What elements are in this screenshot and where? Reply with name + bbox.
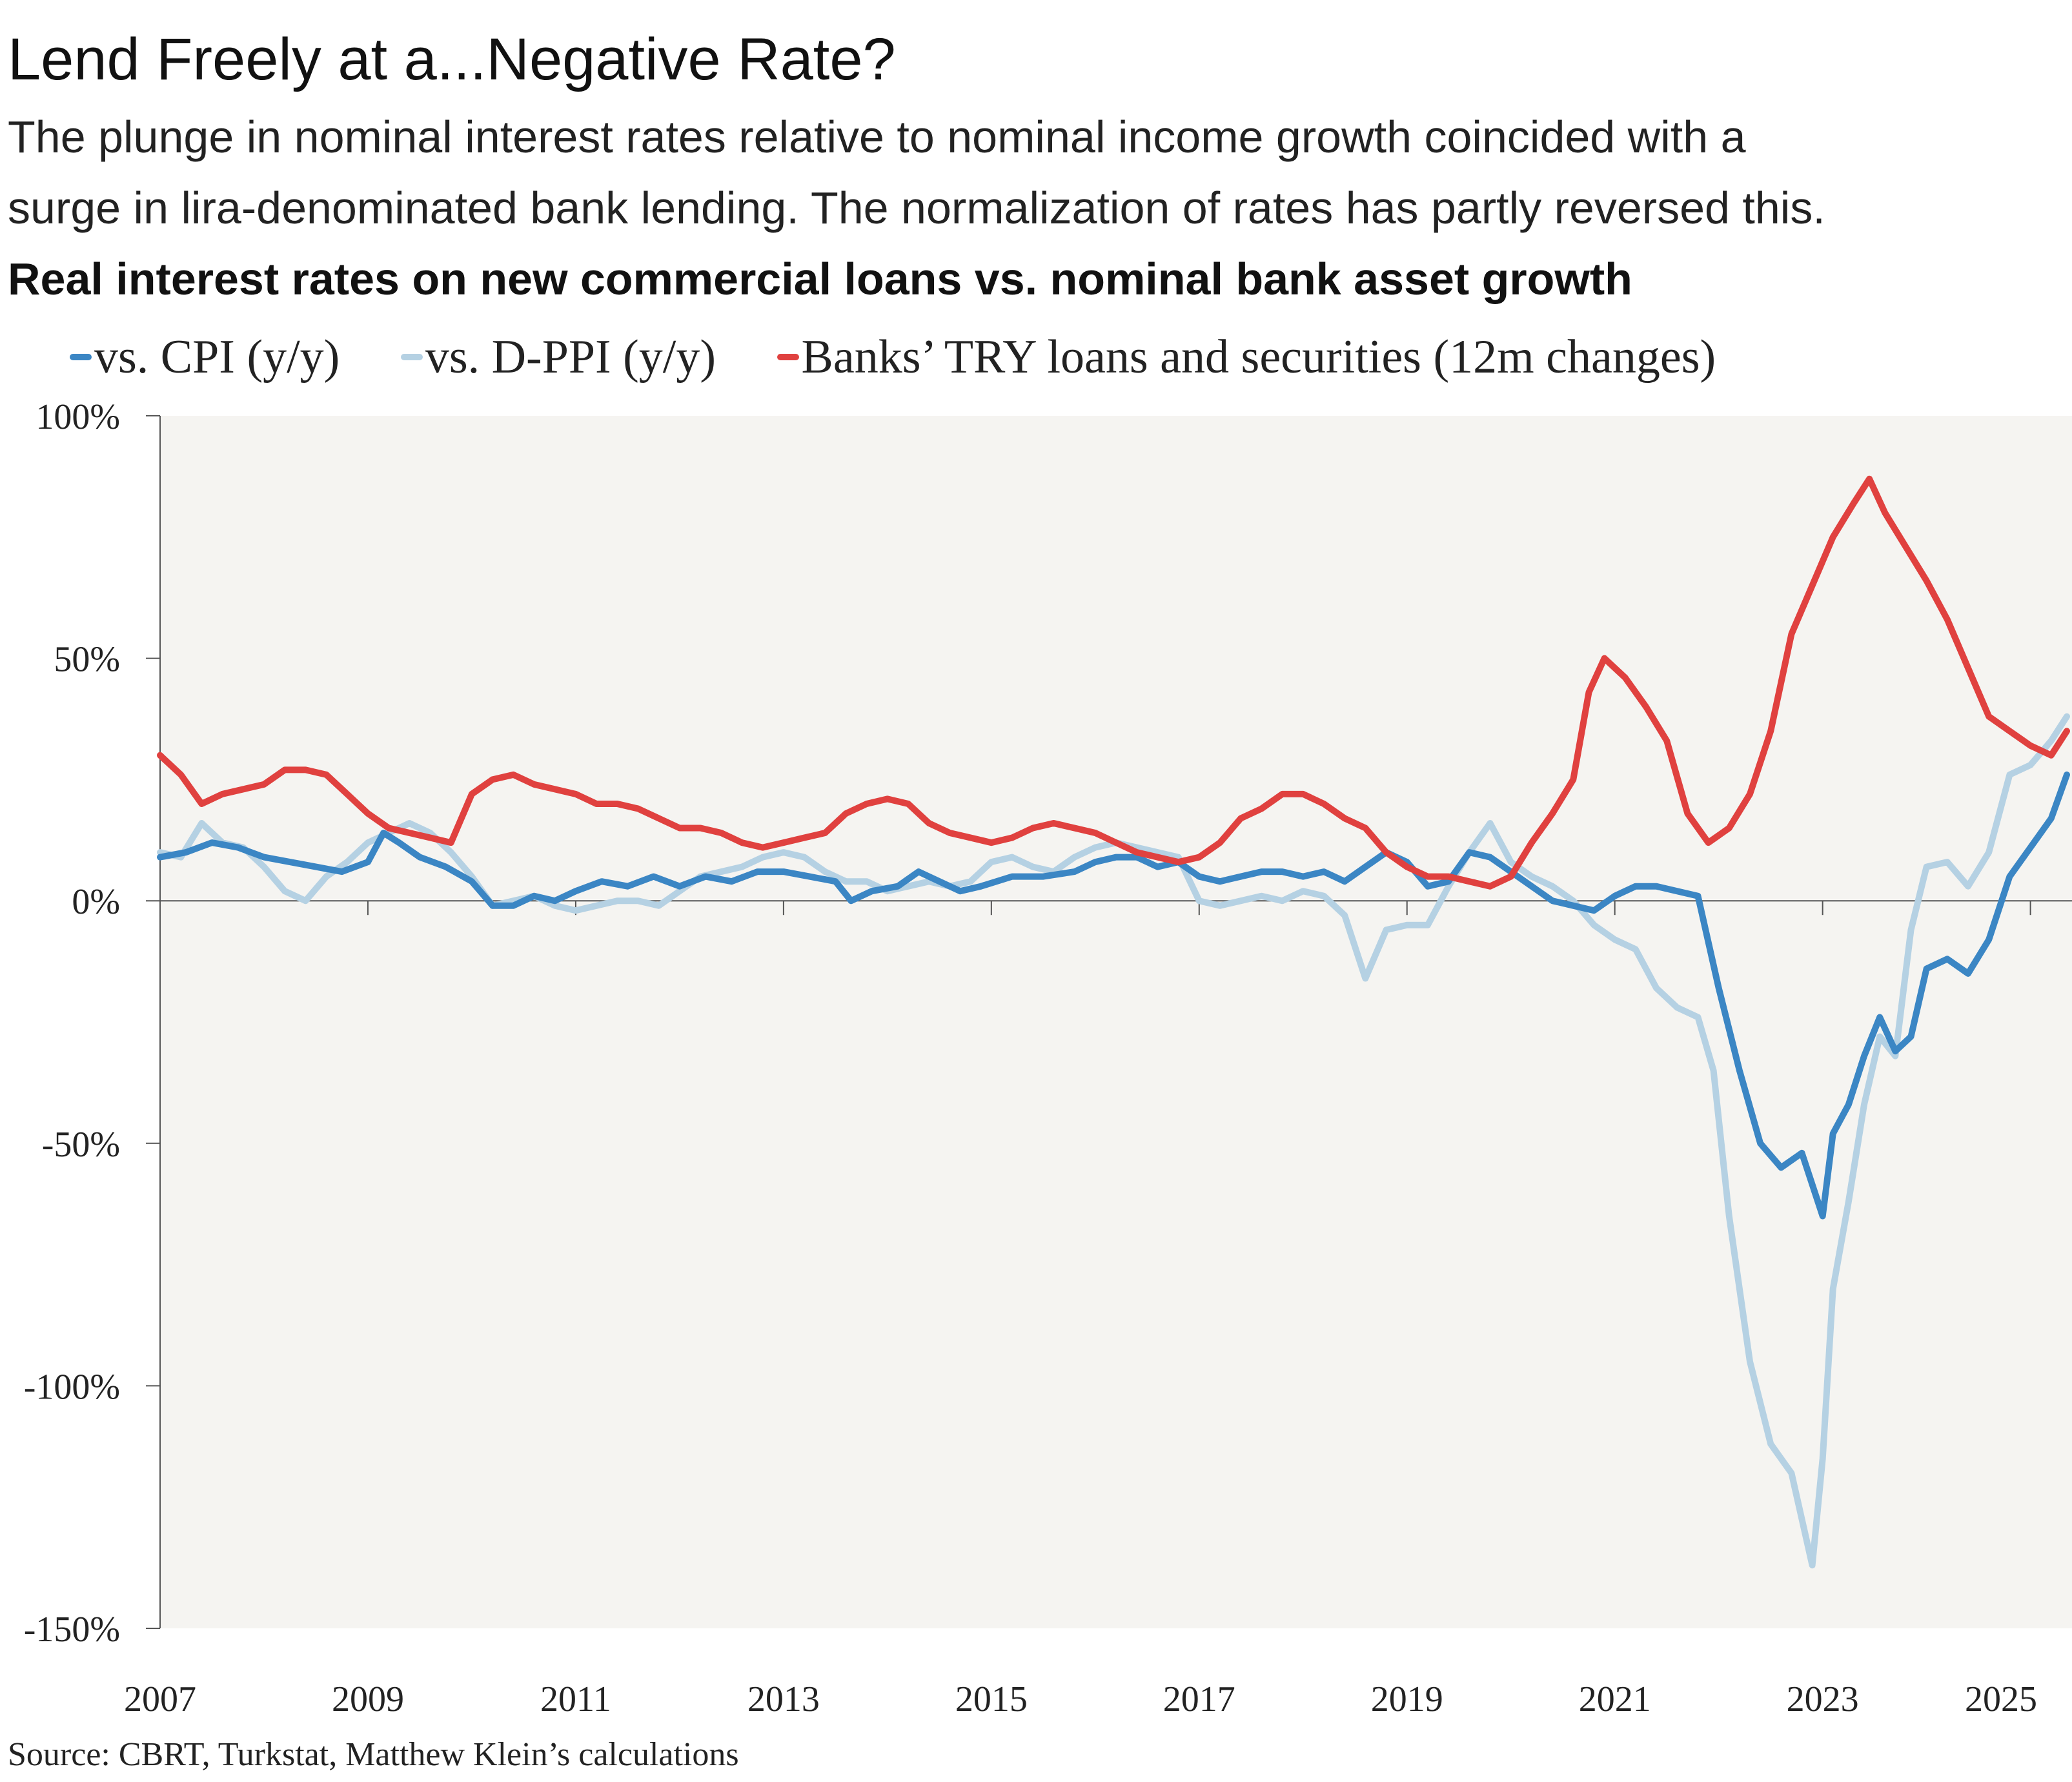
series-line-cpi: [157, 771, 2070, 1220]
plot-area: [160, 416, 2072, 1628]
subtitle-line-1: The plunge in nominal interest rates rel…: [8, 112, 1746, 162]
legend-item-banks: Banks’ TRY loans and securities (12m cha…: [777, 330, 1716, 385]
legend-swatch-cpi: [70, 354, 92, 360]
x-tick-label: 2009: [332, 1679, 404, 1719]
x-tick-label: 2021: [1579, 1679, 1651, 1719]
y-tick-label: -50%: [42, 1125, 120, 1165]
legend-swatch-banks: [777, 354, 799, 360]
x-tick-label: 2015: [955, 1679, 1028, 1719]
chart-title-main: Lend Freely at a...Negative Rate?: [8, 26, 896, 92]
x-tick-label: 2019: [1371, 1679, 1443, 1719]
y-tick-label: 100%: [36, 397, 120, 437]
legend-label-cpi: vs. CPI (y/y): [94, 330, 340, 384]
x-tick-label: 2011: [540, 1679, 611, 1719]
legend: vs. CPI (y/y) vs. D-PPI (y/y) Banks’ TRY…: [70, 318, 1765, 385]
series-line-banks: [157, 475, 2070, 890]
subtitle-line-2: surge in lira-denominated bank lending. …: [8, 183, 1825, 233]
legend-item-cpi: vs. CPI (y/y): [70, 330, 340, 385]
y-tick-label: 0%: [72, 882, 120, 922]
x-tick-label: 2017: [1163, 1679, 1235, 1719]
x-tick-label: 2013: [747, 1679, 820, 1719]
y-tick-label: -150%: [24, 1610, 120, 1650]
y-tick-label: -100%: [24, 1367, 120, 1407]
y-tick-label: 50%: [54, 640, 120, 680]
legend-label-banks: Banks’ TRY loans and securities (12m cha…: [801, 330, 1716, 384]
x-tick-label: 2007: [124, 1679, 196, 1719]
legend-swatch-dppi: [400, 354, 423, 360]
chart-heading: Real interest rates on new commercial lo…: [8, 254, 1632, 304]
x-tick-label: 2025: [1965, 1679, 2037, 1719]
source-note: Source: CBRT, Turkstat, Matthew Klein’s …: [8, 1736, 739, 1773]
x-tick-label: 2023: [1787, 1679, 1859, 1719]
legend-item-dppi: vs. D-PPI (y/y): [400, 330, 716, 385]
legend-label-dppi: vs. D-PPI (y/y): [425, 330, 716, 384]
